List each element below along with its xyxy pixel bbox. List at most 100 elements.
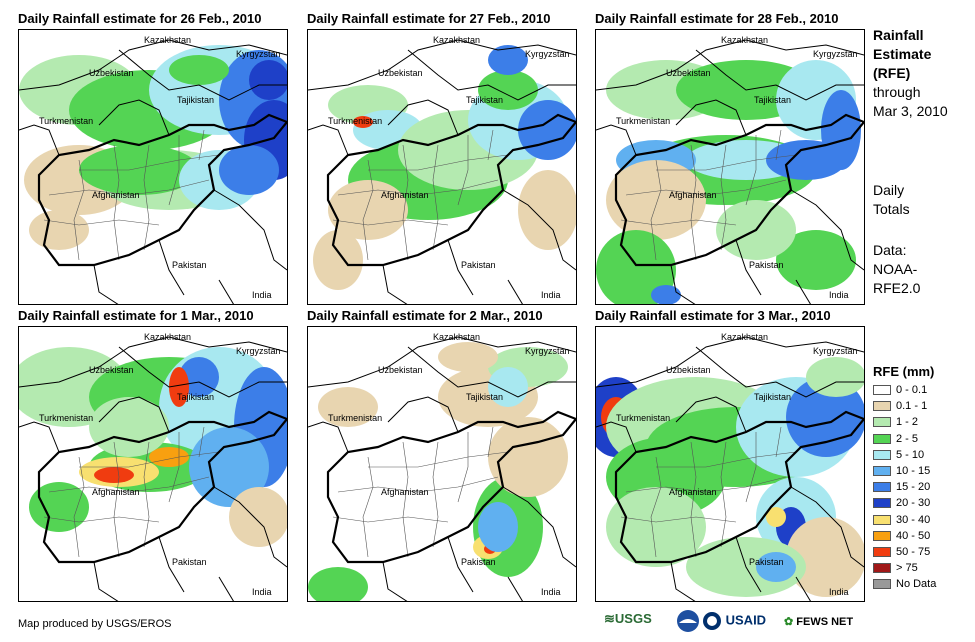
- province-border: [625, 476, 787, 493]
- rainfall-area: [249, 60, 287, 100]
- province-border: [656, 154, 797, 171]
- afghanistan-border: [37, 113, 287, 267]
- map-panel-3: Daily Rainfall estimate for 28 Feb., 201…: [595, 11, 865, 305]
- label-india: India: [541, 290, 561, 300]
- rainfall-area: [596, 230, 676, 304]
- label-kazakhstan: Kazakhstan: [721, 332, 769, 342]
- label-turkmenistan: Turkmenistan: [616, 116, 671, 126]
- country-border: [502, 486, 576, 568]
- province-border: [48, 179, 210, 196]
- label-tajikistan: Tajikistan: [466, 392, 504, 402]
- label-uzbekistan: Uzbekistan: [378, 365, 423, 375]
- panel-title: Daily Rainfall estimate for 1 Mar., 2010: [18, 308, 254, 323]
- label-kyrgyzstan: Kyrgyzstan: [525, 346, 570, 356]
- label-afghanistan: Afghanistan: [669, 487, 717, 497]
- rainfall-area: [806, 357, 864, 397]
- rainfall-area: [94, 467, 134, 483]
- label-pakistan: Pakistan: [749, 260, 784, 270]
- label-afghanistan: Afghanistan: [381, 487, 429, 497]
- country-border: [675, 396, 747, 433]
- label-afghanistan: Afghanistan: [92, 487, 140, 497]
- province-border: [168, 432, 180, 503]
- legend-swatch: [873, 498, 891, 509]
- map-panel-5: Daily Rainfall estimate for 2 Mar., 2010…: [307, 308, 577, 602]
- label-tajikistan: Tajikistan: [754, 392, 792, 402]
- legend-item: 40 - 50: [873, 530, 973, 543]
- country-border: [795, 279, 811, 304]
- country-border: [308, 421, 349, 453]
- side-through: through: [873, 84, 921, 100]
- country-border: [735, 536, 762, 593]
- side-title-line3: (RFE): [873, 65, 911, 81]
- country-border: [502, 189, 576, 271]
- rainfall-area: [518, 170, 576, 250]
- rainfall-area: [318, 387, 378, 427]
- rainfall-area: [219, 145, 279, 195]
- label-tajikistan: Tajikistan: [754, 95, 792, 105]
- province-border: [625, 179, 787, 196]
- legend-item: 5 - 10: [873, 449, 973, 462]
- legend-swatch: [873, 514, 891, 525]
- legend-label: No Data: [896, 578, 937, 591]
- side-data-1: Data:: [873, 242, 907, 258]
- province-border: [198, 426, 205, 458]
- label-turkmenistan: Turkmenistan: [616, 413, 671, 423]
- rainfall-layer: [19, 39, 287, 304]
- legend-title: RFE (mm): [873, 364, 935, 379]
- legend-item: 0 - 0.1: [873, 384, 973, 397]
- country-border: [507, 279, 523, 304]
- side-daily-1: Daily: [873, 182, 905, 198]
- label-uzbekistan: Uzbekistan: [666, 68, 711, 78]
- side-daily: Daily Totals: [873, 181, 910, 219]
- side-title-line2: Estimate: [873, 46, 932, 62]
- side-title-line1: Rainfall: [873, 27, 924, 43]
- label-india: India: [252, 587, 272, 597]
- province-border: [720, 441, 727, 548]
- province-border: [432, 144, 439, 251]
- label-india: India: [829, 587, 849, 597]
- legend-item: 1 - 2: [873, 416, 973, 429]
- rainfall-area: [169, 367, 189, 407]
- country-border: [695, 49, 864, 101]
- country-border: [218, 279, 234, 304]
- label-uzbekistan: Uzbekistan: [378, 68, 423, 78]
- country-border: [19, 421, 60, 453]
- rainfall-layer: [308, 39, 576, 304]
- label-uzbekistan: Uzbekistan: [666, 365, 711, 375]
- label-uzbekistan: Uzbekistan: [89, 365, 134, 375]
- rainfall-area: [606, 487, 706, 567]
- legend-swatch: [873, 433, 891, 444]
- province-border: [362, 456, 374, 558]
- rainfall-area: [776, 230, 856, 290]
- rainfall-area: [488, 417, 568, 497]
- label-turkmenistan: Turkmenistan: [328, 413, 383, 423]
- province-border: [487, 129, 494, 161]
- country-border: [158, 239, 185, 296]
- province-border: [332, 219, 449, 226]
- province-border: [73, 456, 85, 558]
- province-border: [43, 219, 160, 226]
- country-border: [596, 421, 637, 453]
- province-border: [745, 135, 757, 206]
- legend-item: 10 - 15: [873, 465, 973, 478]
- label-kazakhstan: Kazakhstan: [144, 332, 192, 342]
- province-border: [720, 144, 727, 251]
- afghanistan-border: [614, 113, 864, 267]
- country-border: [596, 39, 864, 91]
- side-title: Rainfall Estimate (RFE) through Mar 3, 2…: [873, 26, 948, 121]
- legend-label: 15 - 20: [896, 481, 931, 494]
- label-kyrgyzstan: Kyrgyzstan: [525, 49, 570, 59]
- legend-swatch: [873, 579, 891, 590]
- label-pakistan: Pakistan: [172, 260, 207, 270]
- country-border: [308, 39, 576, 91]
- legend-item: > 75: [873, 562, 973, 575]
- country-border: [93, 561, 119, 601]
- panel-title: Daily Rainfall estimate for 28 Feb., 201…: [595, 11, 839, 26]
- rainfall-area: [353, 116, 373, 128]
- rainfall-layer: [19, 336, 287, 601]
- rainfall-area: [328, 180, 408, 240]
- country-border: [98, 99, 170, 136]
- rainfall-area: [478, 70, 538, 110]
- rainfall-area: [189, 427, 269, 507]
- province-border: [620, 516, 737, 523]
